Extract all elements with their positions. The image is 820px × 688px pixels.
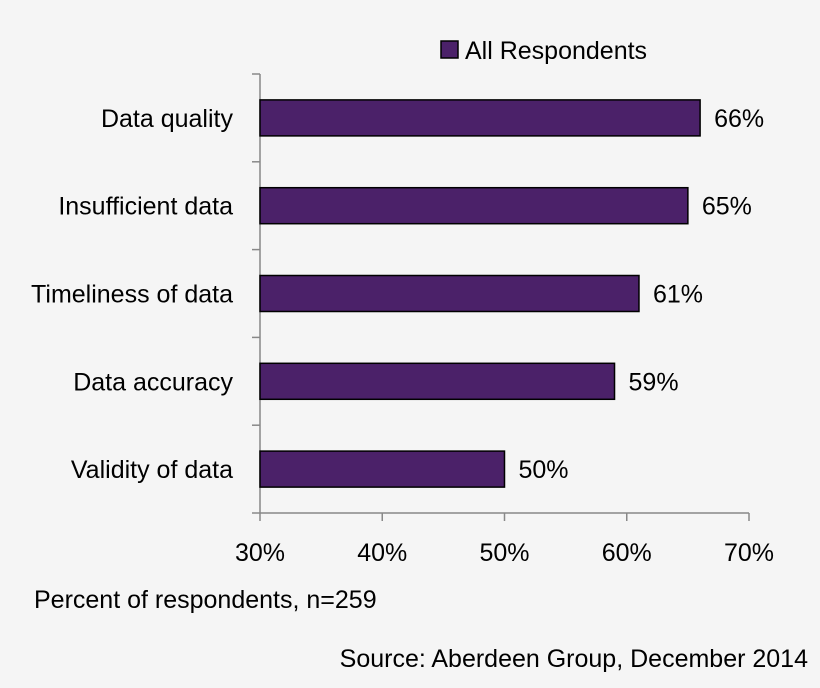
bar (259, 99, 701, 137)
legend: All Respondents (440, 37, 647, 65)
category-label: Insufficient data (58, 193, 233, 221)
data-label: 66% (714, 105, 764, 133)
labels: 30% 40% 50% 60% 70% Data quality 66% Insufficie… (31, 105, 774, 567)
x-tick-label: 60% (602, 539, 652, 567)
bars (259, 99, 701, 488)
x-axis-title: Percent of respondents, n=259 (34, 586, 377, 614)
category-label: Data quality (101, 105, 234, 133)
legend-swatch (440, 40, 459, 59)
x-tick-label: 40% (357, 539, 407, 567)
category-label: Validity of data (71, 456, 233, 484)
bar (259, 186, 689, 225)
legend-label: All Respondents (465, 37, 647, 65)
data-label: 50% (519, 456, 569, 484)
category-label: Timeliness of data (31, 281, 233, 309)
x-tick-label: 50% (479, 539, 529, 567)
x-tick-label: 30% (235, 539, 285, 567)
data-label: 65% (702, 193, 752, 221)
source-note: Source: Aberdeen Group, December 2014 (340, 645, 808, 673)
bar (259, 274, 640, 313)
data-label: 59% (629, 368, 679, 396)
bar (259, 450, 506, 488)
data-label: 61% (653, 281, 703, 309)
category-label: Data accuracy (73, 368, 233, 396)
bar (259, 362, 616, 401)
x-tick-label: 70% (724, 539, 774, 567)
